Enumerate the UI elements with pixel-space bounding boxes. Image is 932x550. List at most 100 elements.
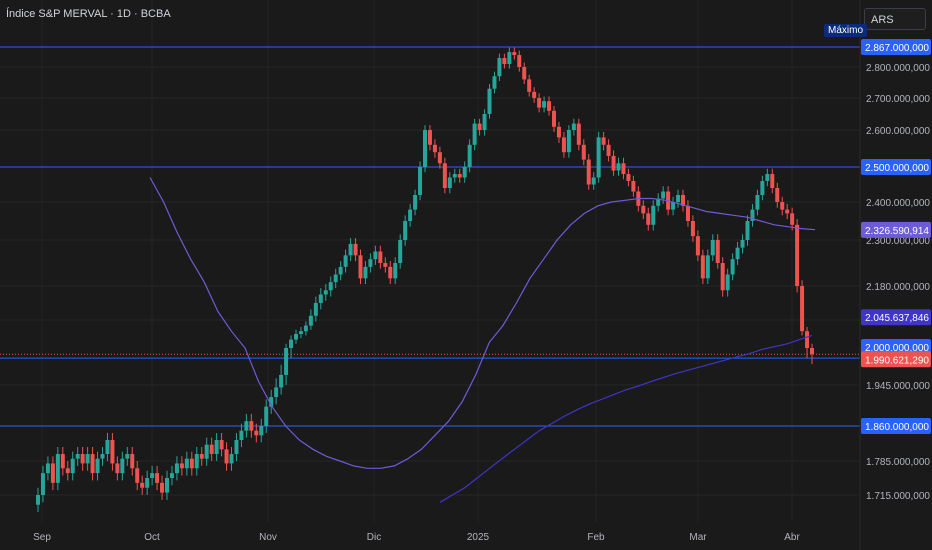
candle-body — [646, 213, 651, 225]
candle-body — [348, 243, 353, 256]
candle-body — [487, 88, 492, 114]
candle-body — [730, 259, 735, 275]
candle-body — [343, 255, 348, 267]
candle-body — [671, 202, 676, 210]
candle-body — [750, 209, 755, 221]
y-tick-label: 2.400.000,000 — [866, 198, 930, 209]
candle-body — [274, 387, 279, 398]
level-price-label-bg — [861, 39, 931, 55]
candle-body — [45, 463, 50, 474]
candle-body — [184, 458, 189, 469]
candle-body — [527, 79, 532, 92]
candle-body — [502, 58, 507, 65]
candle-body — [641, 205, 646, 214]
candle-body — [805, 331, 810, 348]
candle-body — [566, 130, 571, 153]
candle-body — [70, 458, 75, 474]
candle-body — [517, 55, 522, 67]
candle-body — [229, 454, 234, 464]
y-tick-label: 2.600.000,000 — [866, 126, 930, 137]
candle-body — [626, 174, 631, 181]
max-badge: Máximo — [824, 24, 868, 37]
candle-body — [631, 181, 636, 192]
candle-body — [547, 101, 552, 111]
candle-body — [482, 114, 487, 130]
price-tag-label-bg — [861, 309, 931, 326]
price-tag-label-bg — [861, 221, 931, 238]
candle-body — [413, 195, 418, 210]
x-tick-label: Oct — [144, 532, 160, 543]
candle-body — [209, 444, 214, 454]
candle-body — [259, 426, 264, 436]
candle-body — [323, 290, 328, 295]
candle-body — [432, 144, 437, 153]
candle-body — [457, 174, 462, 178]
candle-body — [85, 454, 90, 464]
y-tick-label: 2.800.000,000 — [866, 63, 930, 74]
candle-body — [50, 463, 55, 483]
candle-body — [165, 478, 169, 493]
candle-body — [442, 163, 447, 188]
candle-body — [130, 454, 135, 469]
candle-body — [581, 144, 586, 160]
candle-body — [303, 325, 308, 332]
x-tick-label: Sep — [33, 532, 51, 543]
candle-body — [155, 473, 160, 483]
candle-body — [472, 123, 477, 145]
candle-body — [179, 463, 184, 469]
x-tick-label: Mar — [689, 532, 707, 543]
candle-body — [447, 177, 452, 188]
candle-body — [105, 440, 110, 454]
moving-average-long — [439, 334, 813, 503]
candle-body — [393, 263, 398, 279]
candle-body — [795, 224, 800, 286]
level-price-label: 2.867.000,000 — [865, 43, 929, 54]
candle-body — [110, 440, 115, 464]
candle-body — [576, 123, 581, 145]
candle-body — [234, 440, 239, 454]
candle-body — [378, 251, 383, 263]
candle-body — [373, 251, 378, 260]
candle-body — [537, 98, 542, 108]
candle-body — [616, 163, 621, 171]
currency-selector[interactable]: ARS — [864, 8, 926, 30]
level-price-label: 2.500.000,000 — [865, 163, 929, 174]
price-tag-label-bg — [861, 339, 931, 355]
candle-body — [611, 155, 616, 171]
candle-body — [120, 458, 125, 474]
candle-body — [328, 282, 333, 291]
price-tag-label: 1.990.621,290 — [865, 355, 929, 366]
candle-body — [65, 468, 70, 474]
candle-body — [408, 209, 413, 221]
candle-body — [755, 195, 760, 210]
candle-body — [596, 137, 601, 178]
candle-body — [512, 52, 517, 56]
candle-body — [383, 263, 388, 267]
candle-body — [214, 440, 219, 454]
candle-body — [740, 240, 745, 248]
candle-body — [249, 421, 254, 431]
x-tick-label: Abr — [784, 532, 800, 543]
candle-body — [140, 482, 145, 488]
candle-body — [174, 463, 179, 474]
price-tag-label: 2.326.590,914 — [865, 226, 929, 237]
candle-body — [775, 188, 780, 202]
price-tag-label: 2.045.637,846 — [865, 313, 929, 324]
candle-body — [80, 454, 85, 464]
candle-body — [398, 240, 403, 263]
candle-body — [685, 205, 690, 221]
y-tick-label: 1.715.000,000 — [866, 491, 930, 502]
candle-body — [507, 52, 512, 65]
candle-body — [254, 430, 259, 436]
candle-body — [313, 303, 318, 316]
moving-average-short — [149, 177, 816, 469]
candle-body — [368, 259, 373, 267]
candle-body — [725, 274, 730, 291]
candle-body — [735, 247, 740, 260]
candle-body — [363, 266, 368, 279]
candle-body — [800, 286, 805, 332]
candle-body — [661, 191, 666, 199]
candle-body — [770, 174, 775, 188]
y-tick-label: 1.945.000,000 — [866, 381, 930, 392]
